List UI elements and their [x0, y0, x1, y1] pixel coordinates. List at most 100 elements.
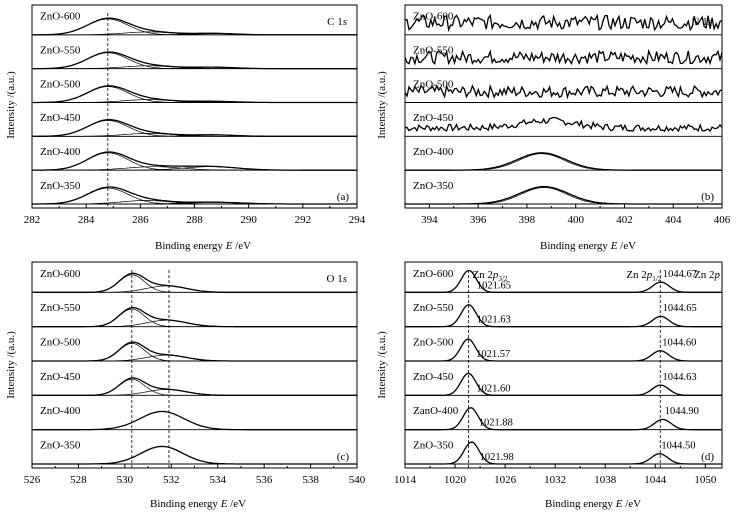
component-peak-a [32, 86, 357, 103]
component-peak-d [405, 453, 722, 465]
peak-value-label-2: 1044.65 [663, 303, 697, 314]
x-tick-label-c: 528 [70, 474, 87, 486]
series-label-a: ZnO-400 [40, 146, 81, 158]
series-label-d: ZnO-350 [413, 440, 454, 452]
component-peak-c [32, 354, 357, 362]
series-label-d: ZnO-450 [413, 371, 454, 383]
peak-value-label-1: 1021.63 [477, 315, 511, 326]
series-line-ZnO-350 [32, 186, 357, 205]
panel-label-a: (a) [337, 191, 350, 203]
x-tick-label-a: 294 [349, 214, 366, 226]
series-label-d: ZnO-500 [413, 337, 454, 349]
element-label-c: O 1s [327, 273, 347, 285]
x-tick-label-c: 540 [349, 474, 366, 486]
x-tick-label-b: 398 [519, 214, 536, 226]
component-peak-a [32, 120, 357, 137]
y-axis-label-a: Intensity /(a.u.) [5, 71, 17, 139]
peak-value-label-1: 1021.98 [480, 452, 514, 463]
x-tick-label-b: 402 [616, 214, 633, 226]
x-tick-label-a: 290 [240, 214, 257, 226]
series-label-c: ZnO-450 [40, 371, 81, 383]
x-tick-label-c: 532 [163, 474, 180, 486]
x-tick-label-c: 530 [117, 474, 134, 486]
series-line-ZnO-350 [32, 445, 357, 465]
component-peak-b [405, 153, 722, 171]
x-tick-label-d: 1044 [644, 474, 667, 486]
component-peak-d [405, 350, 722, 362]
series-line-ZnO-400 [32, 410, 357, 431]
series-label-a: ZnO-350 [40, 180, 81, 192]
x-tick-label-c: 534 [209, 474, 226, 486]
series-line-ZnO-500 [404, 83, 723, 100]
series-line-ZnO-600 [32, 17, 357, 36]
component-peak-a [32, 100, 357, 103]
peak-value-label-2: 1044.63 [663, 372, 697, 383]
x-tick-label-c: 526 [24, 474, 41, 486]
x-tick-label-b: 396 [470, 214, 487, 226]
panel-a: 282 284 286 288 290 292 294 ZnO-350 ZnO-400 ZnO-4… [24, 4, 366, 226]
component-peak-a [32, 134, 357, 137]
series-label-a: ZnO-450 [40, 112, 81, 124]
component-peak-a [32, 66, 357, 70]
series-line-ZnO-550 [32, 306, 357, 328]
component-peak-a [32, 18, 357, 36]
x-tick-label-b: 406 [714, 214, 731, 226]
peak-value-label-1: 1021.88 [479, 418, 513, 429]
series-label-b: ZnO-350 [413, 180, 454, 192]
x-tick-label-a: 284 [78, 214, 95, 226]
x-tick-label-d: 1026 [494, 474, 517, 486]
x-axis-label-a: Binding energy E /eV [155, 240, 251, 252]
series-label-a: ZnO-550 [40, 44, 81, 56]
peak-value-label-1: 1021.57 [476, 349, 510, 360]
x-tick-label-b: 404 [665, 214, 682, 226]
x-tick-label-a: 286 [132, 214, 149, 226]
series-line-ZnO-500 [32, 341, 357, 362]
x-tick-label-a: 292 [295, 214, 312, 226]
element-label-d: Zn 2p [694, 269, 720, 281]
y-axis-label-b: Intensity /(a.u.) [376, 71, 388, 139]
series-line-ZnO-450 [32, 377, 357, 396]
peak-value-label-1: 1021.60 [476, 383, 510, 394]
x-tick-label-d: 1032 [544, 474, 566, 486]
panel-label-c: (c) [337, 451, 350, 463]
component-peak-a [32, 33, 357, 36]
peak-value-label-1: 1021.65 [477, 280, 511, 291]
x-tick-label-b: 400 [567, 214, 584, 226]
panel-label-d: (d) [701, 451, 714, 463]
element-label-b: N 1s [692, 16, 712, 28]
x-tick-label-a: 288 [186, 214, 203, 226]
plot-frame-b [404, 4, 723, 209]
x-tick-label-c: 536 [256, 474, 273, 486]
x-tick-label-d: 1050 [694, 474, 717, 486]
series-label-b: ZnO-400 [413, 146, 454, 158]
peak-value-label-2: 1044.67 [663, 269, 697, 280]
peak1-label-d: Zn 2p3/2 [472, 269, 508, 283]
series-line-ZnO-550 [31, 51, 357, 70]
panel-c: 526 528 530 532 534 536 538 540 ZnO-350 ZnO-400 Zn… [24, 261, 366, 486]
x-tick-label-d: 1038 [594, 474, 617, 486]
component-peak-a [32, 166, 357, 171]
series-line-ZnO-500 [32, 85, 357, 104]
component-peak-c [32, 389, 357, 396]
component-peak-b [405, 187, 722, 205]
x-tick-label-b: 394 [421, 214, 438, 226]
element-label-a: C 1s [327, 16, 347, 28]
series-label-d: ZanO-400 [413, 405, 459, 417]
component-peak-a [32, 201, 357, 205]
series-line-ZnO-450 [404, 116, 723, 133]
series-line-ZnO-600 [32, 272, 357, 293]
series-line-ZnO-600 [404, 13, 723, 33]
x-axis-label-b: Binding energy E /eV [540, 240, 636, 252]
component-peak-c [32, 285, 357, 293]
peak2-label-d: Zn 2p1/2 [626, 269, 662, 283]
component-peak-d [405, 281, 722, 293]
series-label-c: ZnO-400 [40, 405, 81, 417]
series-label-c: ZnO-500 [40, 337, 81, 349]
series-label-b: ZnO-550 [413, 44, 454, 56]
component-peak-c [32, 319, 357, 328]
series-label-a: ZnO-500 [40, 78, 81, 90]
component-peak-d [405, 419, 722, 431]
peak-value-label-2: 1044.90 [665, 406, 699, 417]
series-label-d: ZnO-600 [413, 268, 454, 280]
